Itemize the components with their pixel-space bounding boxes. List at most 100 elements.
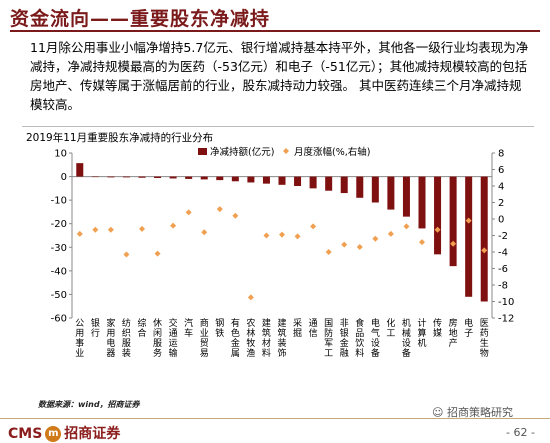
point-2 [92, 226, 99, 233]
wechat-icon: ☺ [432, 406, 444, 419]
point-7 [170, 222, 177, 229]
left-tick-label: 10 [54, 149, 67, 160]
category-label: 银行 [91, 317, 100, 339]
bar-16 [309, 176, 317, 189]
bar-23 [418, 176, 426, 229]
point-19 [356, 244, 363, 251]
category-label: 国防军工 [324, 318, 333, 359]
title-underline [10, 30, 540, 32]
point-12 [247, 294, 254, 301]
logo-text-left: CMS [8, 426, 43, 442]
chart-title: 2019年11月重要股东净减持的行业分布 [26, 132, 214, 144]
bar-11 [231, 176, 239, 182]
left-tick-label: -20 [51, 219, 67, 230]
footer-divider [0, 418, 550, 419]
category-label: 交通运输 [169, 317, 178, 359]
bar-17 [325, 176, 333, 191]
point-18 [341, 241, 348, 248]
category-label: 综合 [137, 317, 146, 339]
category-label: 有色金属 [231, 317, 240, 359]
point-14 [279, 231, 285, 238]
point-23 [419, 239, 425, 246]
bar-6 [154, 176, 162, 178]
point-26 [465, 217, 472, 224]
point-8 [185, 209, 192, 216]
bar-15 [294, 176, 302, 186]
category-label: 休闲服务 [153, 317, 162, 359]
right-tick-label: -4 [498, 248, 508, 259]
category-label: 传媒 [433, 317, 442, 339]
category-label: 家用电器 [106, 317, 115, 359]
logo-badge-icon: m [45, 426, 62, 442]
point-10 [216, 206, 223, 213]
point-3 [107, 226, 114, 233]
right-tick-label: 8 [498, 149, 504, 160]
legend-bar-label: 净减持额(亿元) [210, 146, 274, 158]
right-tick-label: -12 [498, 314, 514, 325]
bar-4 [122, 176, 130, 178]
right-tick-label: -6 [498, 264, 508, 275]
wechat-label: 招商策略研究 [446, 406, 513, 419]
category-label: 房地产 [449, 317, 458, 349]
bar-7 [169, 176, 177, 179]
point-17 [325, 249, 332, 255]
legend-point-swatch [283, 148, 289, 154]
point-1 [76, 230, 83, 237]
bar-26 [465, 176, 473, 297]
bar-27 [480, 176, 488, 302]
right-tick-label: 0 [498, 215, 504, 226]
category-label: 电子 [464, 317, 473, 339]
category-label: 化工 [386, 317, 395, 339]
legend-bar-swatch [198, 148, 207, 155]
category-label: 农林牧渔 [246, 317, 255, 359]
page-title: 资金流向——重要股东净减持 [10, 8, 271, 30]
right-tick-label: -8 [498, 281, 508, 292]
category-label: 计算机 [417, 317, 426, 349]
point-9 [201, 229, 208, 236]
point-21 [387, 230, 394, 237]
bar-18 [340, 176, 348, 194]
summary-paragraph: 11月除公用事业小幅净增持5.7亿元、银行增减持基本持平外，其他各一级行业均表现… [30, 40, 529, 112]
left-tick-label: -60 [51, 314, 67, 325]
point-5 [139, 225, 145, 232]
point-22 [403, 223, 410, 230]
bar-22 [402, 176, 410, 217]
bar-20 [371, 176, 379, 203]
logo-text-right: 招商证券 [64, 426, 121, 442]
bar-2 [91, 176, 99, 178]
category-label: 建筑装饰 [277, 317, 286, 359]
point-24 [434, 226, 441, 233]
point-16 [310, 223, 317, 230]
bar-12 [247, 176, 255, 183]
right-tick-label: 6 [498, 165, 504, 176]
page-number: - 62 - [506, 426, 535, 439]
point-4 [123, 251, 130, 258]
right-tick-label: 4 [498, 182, 504, 193]
category-label: 电气设备 [371, 317, 380, 359]
right-tick-label: -10 [498, 297, 514, 308]
right-tick-label: -2 [498, 231, 508, 242]
category-label: 汽车 [184, 317, 193, 339]
category-label: 通信 [309, 318, 318, 339]
left-tick-label: -30 [51, 243, 67, 254]
point-15 [294, 233, 301, 240]
bar-1 [76, 163, 84, 177]
category-label: 采掘 [293, 318, 302, 339]
point-13 [263, 232, 270, 239]
chart-panel [22, 126, 534, 397]
category-label: 商业贸易 [200, 317, 209, 359]
bar-24 [434, 176, 442, 255]
bar-8 [185, 176, 193, 179]
bar-21 [387, 176, 395, 210]
category-label: 食品饮料 [355, 317, 364, 359]
category-label: 非银金融 [340, 317, 349, 359]
point-20 [372, 235, 379, 242]
bar-9 [200, 176, 208, 180]
left-tick-label: -10 [51, 196, 67, 207]
category-label: 纺织服装 [122, 317, 131, 359]
bar-10 [216, 176, 224, 181]
category-label: 机械设备 [402, 317, 411, 359]
wechat-account: ☺ 招商策略研究 [432, 404, 513, 420]
left-tick-label: -50 [51, 290, 67, 301]
